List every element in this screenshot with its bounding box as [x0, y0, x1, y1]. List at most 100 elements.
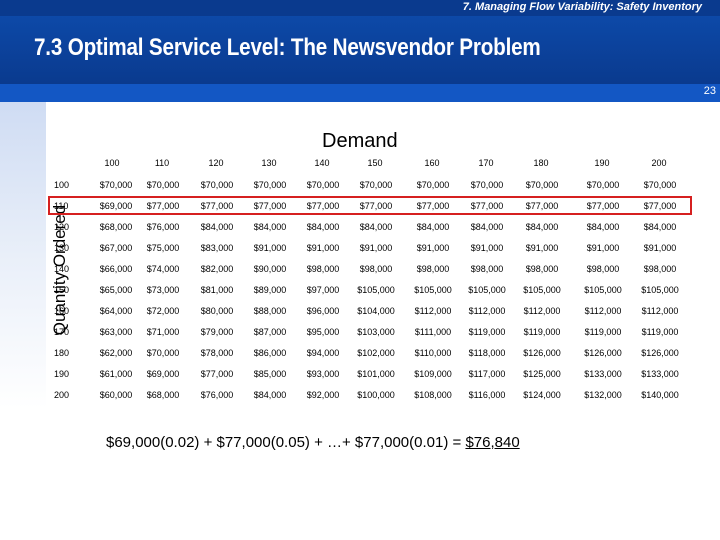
table-cell: $98,000: [306, 264, 340, 274]
table-cell: $112,000: [584, 306, 622, 316]
column-header: 190: [594, 158, 610, 168]
column-header: 130: [261, 158, 277, 168]
table-cell: $70,000: [253, 180, 287, 190]
row-header: 190: [54, 369, 70, 379]
table-cell: $70,000: [359, 180, 393, 190]
table-cell: $124,000: [523, 390, 561, 400]
table-cell: $70,000: [146, 348, 180, 358]
table-cell: $108,000: [414, 390, 452, 400]
table-cell: $84,000: [416, 222, 450, 232]
table-cell: $77,000: [416, 201, 450, 211]
row-header: 120: [54, 222, 70, 232]
table-cell: $97,000: [306, 285, 340, 295]
table-cell: $70,000: [525, 180, 559, 190]
table-cell: $61,000: [99, 369, 133, 379]
table-cell: $91,000: [253, 243, 287, 253]
table-cell: $91,000: [306, 243, 340, 253]
table-cell: $118,000: [468, 348, 506, 358]
demand-label: Demand: [322, 130, 398, 152]
table-cell: $133,000: [584, 369, 622, 379]
row-header: 200: [54, 390, 70, 400]
column-header: 170: [478, 158, 494, 168]
table-cell: $85,000: [253, 369, 287, 379]
table-cell: $109,000: [414, 369, 452, 379]
title-banner: 7.3 Optimal Service Level: The Newsvendo…: [0, 16, 720, 84]
table-cell: $76,000: [200, 390, 234, 400]
table-cell: $77,000: [306, 201, 340, 211]
table-cell: $84,000: [586, 222, 620, 232]
table-cell: $98,000: [643, 264, 677, 274]
row-header: 140: [54, 264, 70, 274]
table-cell: $94,000: [306, 348, 340, 358]
table-cell: $70,000: [99, 180, 133, 190]
table-cell: $87,000: [253, 327, 287, 337]
table-cell: $105,000: [523, 285, 561, 295]
expected-value-formula: $69,000(0.02) + $77,000(0.05) + …+ $77,0…: [106, 434, 520, 451]
table-cell: $74,000: [146, 264, 180, 274]
table-cell: $84,000: [200, 222, 234, 232]
table-cell: $96,000: [306, 306, 340, 316]
table-cell: $66,000: [99, 264, 133, 274]
column-header: 140: [314, 158, 330, 168]
table-cell: $77,000: [146, 201, 180, 211]
table-cell: $91,000: [525, 243, 559, 253]
table-cell: $95,000: [306, 327, 340, 337]
row-header: 100: [54, 180, 70, 190]
table-cell: $84,000: [253, 222, 287, 232]
table-cell: $126,000: [523, 348, 561, 358]
table-cell: $77,000: [586, 201, 620, 211]
table-cell: $69,000: [99, 201, 133, 211]
sub-banner: 23: [0, 84, 720, 102]
table-cell: $82,000: [200, 264, 234, 274]
table-cell: $126,000: [641, 348, 679, 358]
row-header: 150: [54, 285, 70, 295]
table-cell: $67,000: [99, 243, 133, 253]
table-cell: $91,000: [643, 243, 677, 253]
table-cell: $105,000: [584, 285, 622, 295]
table-cell: $110,000: [414, 348, 452, 358]
top-banner: 7. Managing Flow Variability: Safety Inv…: [0, 0, 720, 16]
table-cell: $91,000: [416, 243, 450, 253]
column-header: 120: [208, 158, 224, 168]
table-cell: $98,000: [525, 264, 559, 274]
table-cell: $79,000: [200, 327, 234, 337]
table-cell: $73,000: [146, 285, 180, 295]
table-cell: $112,000: [414, 306, 452, 316]
table-cell: $105,000: [414, 285, 452, 295]
table-cell: $70,000: [643, 180, 677, 190]
table-cell: $91,000: [359, 243, 393, 253]
table-cell: $101,000: [357, 369, 395, 379]
table-cell: $70,000: [306, 180, 340, 190]
table-cell: $68,000: [146, 390, 180, 400]
page-number: 23: [703, 85, 716, 97]
table-cell: $133,000: [641, 369, 679, 379]
table-cell: $89,000: [253, 285, 287, 295]
table-cell: $76,000: [146, 222, 180, 232]
table-cell: $77,000: [200, 201, 234, 211]
table-cell: $68,000: [99, 222, 133, 232]
row-header: 180: [54, 348, 70, 358]
table-cell: $126,000: [584, 348, 622, 358]
table-cell: $84,000: [306, 222, 340, 232]
row-header: 160: [54, 306, 70, 316]
table-cell: $111,000: [414, 327, 452, 337]
table-cell: $77,000: [643, 201, 677, 211]
table-cell: $70,000: [416, 180, 450, 190]
table-cell: $75,000: [146, 243, 180, 253]
table-cell: $81,000: [200, 285, 234, 295]
table-cell: $77,000: [470, 201, 504, 211]
column-header: 180: [533, 158, 549, 168]
table-cell: $100,000: [357, 390, 395, 400]
table-cell: $77,000: [253, 201, 287, 211]
table-cell: $91,000: [470, 243, 504, 253]
table-cell: $112,000: [641, 306, 679, 316]
highlight-box: [48, 196, 692, 215]
chapter-label: 7. Managing Flow Variability: Safety Inv…: [462, 1, 702, 13]
table-cell: $98,000: [470, 264, 504, 274]
formula-result: $76,840: [465, 434, 520, 451]
table-cell: $72,000: [146, 306, 180, 316]
table-cell: $70,000: [146, 180, 180, 190]
table-cell: $71,000: [146, 327, 180, 337]
table-cell: $77,000: [525, 201, 559, 211]
table-cell: $98,000: [359, 264, 393, 274]
